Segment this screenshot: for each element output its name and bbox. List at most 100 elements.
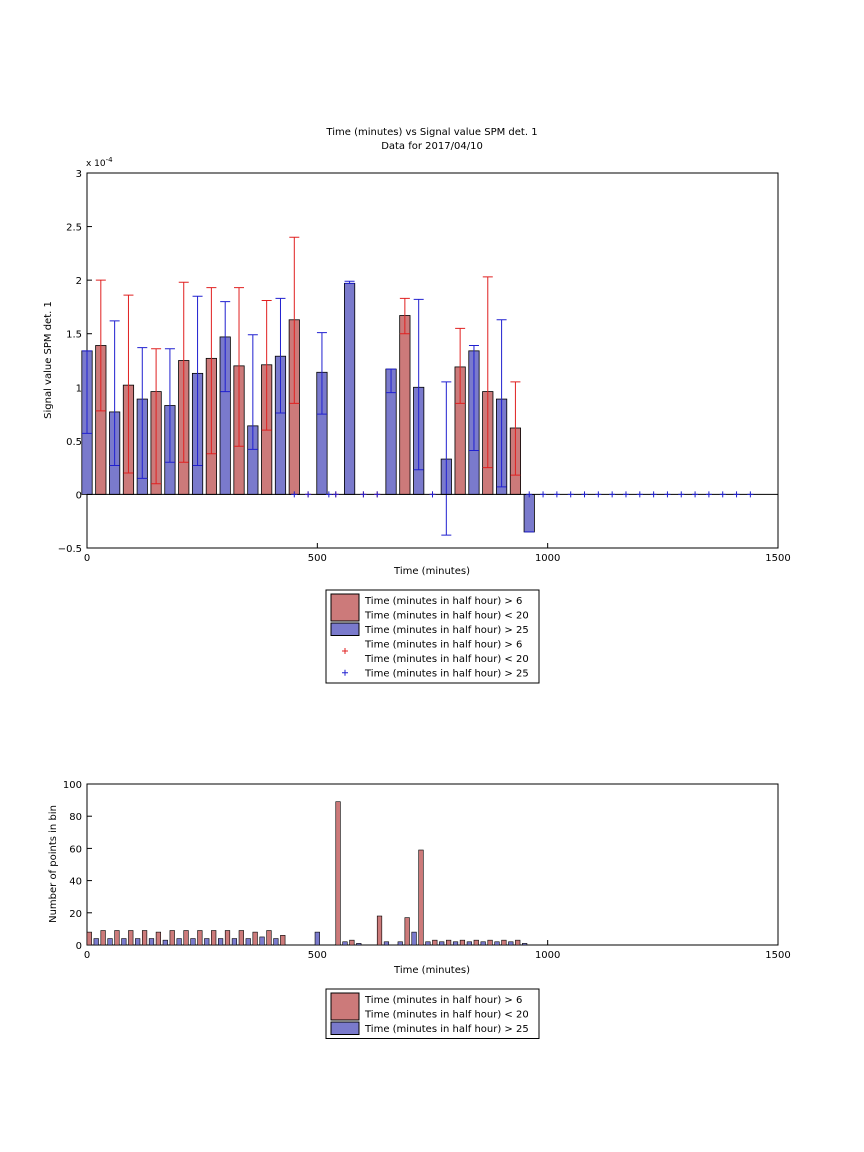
chart-2-bar-red (473, 939, 479, 946)
chart-1-errorbar-blue (496, 319, 507, 488)
chart-2-bar-red (335, 801, 341, 946)
chart-2-bar-red (114, 930, 120, 946)
chart-1-errorbar-blue (344, 280, 355, 284)
chart-2-axes-box (86, 783, 779, 946)
chart-1-errorbar-blue (82, 350, 92, 434)
chart-2-bar-red (501, 939, 507, 946)
chart-2-bar-blue (273, 938, 279, 946)
chart-1-marker-blue (332, 491, 339, 498)
chart-1-marker-blue (747, 491, 754, 498)
chart-2-bar-blue (204, 938, 210, 946)
chart-1-ytick-label: 1 (76, 383, 82, 394)
chart-2-bar-blue (135, 938, 141, 946)
chart-2-bar-blue (383, 941, 390, 946)
chart-1-ytick-label: 0.5 (66, 437, 82, 448)
chart-2-bar-blue (494, 941, 500, 946)
chart-1-errorbar-red (510, 381, 521, 476)
chart-2-bar-blue (107, 938, 113, 946)
chart-1-marker-blue (429, 491, 436, 498)
chart-2-bar-red (128, 930, 134, 946)
chart-2-legend-label: Time (minutes in half hour) > 6 (364, 995, 522, 1006)
chart-2-ytick-label: 80 (69, 812, 82, 823)
chart-1-errorbar-red (482, 276, 493, 469)
chart-1-xlabel: Time (minutes) (393, 566, 470, 577)
chart-2-bar-blue (121, 938, 127, 946)
chart-1-errorbar-red (399, 297, 410, 335)
chart-2-bar-blue (522, 943, 528, 946)
chart-1-marker-blue (305, 491, 312, 498)
chart-1-title: Time (minutes) vs Signal value SPM det. … (325, 127, 537, 138)
chart-1-marker-blue (650, 491, 657, 498)
chart-2-bar-red (183, 930, 189, 946)
chart-2-xtick-label: 1500 (765, 950, 790, 961)
chart-1-ytick-label: 1.5 (66, 330, 82, 341)
chart-1-legend (325, 589, 540, 684)
chart-1-ytick-label: 0 (76, 490, 82, 501)
chart-1-legend-label: Time (minutes in half hour) > 6 (364, 596, 522, 607)
chart-1-marker-blue (581, 491, 588, 498)
chart-1-errorbar-blue (137, 347, 148, 479)
chart-2-bar-blue (259, 936, 265, 946)
chart-1-marker-blue (595, 491, 602, 498)
chart-2-xtick-label: 500 (308, 950, 327, 961)
chart-2-bar-blue (148, 938, 155, 946)
chart-2-legend (325, 988, 540, 1039)
chart-1-errorbar-blue (192, 295, 203, 466)
chart-1-errorbar-red (95, 279, 106, 412)
chart-1-legend-swatch (330, 593, 360, 622)
chart-2-legend-swatch (330, 992, 360, 1021)
chart-2-bar-blue (245, 938, 251, 946)
chart-2-legend-label: Time (minutes in half hour) > 25 (364, 1024, 529, 1035)
chart-2-legend-label: Time (minutes in half hour) < 20 (364, 1010, 529, 1021)
chart-2-bar-blue (411, 931, 417, 946)
chart-2-bar-blue (231, 938, 238, 946)
chart-2-bar-red (224, 930, 231, 946)
chart-1-marker-blue (553, 491, 560, 498)
chart-1-xtick-label: 1500 (765, 553, 790, 564)
chart-1-marker-blue (622, 491, 629, 498)
chart-1-legend-marker (342, 669, 348, 676)
chart-1-errorbar-blue (413, 298, 424, 471)
chart-1-errorbar-red (289, 236, 300, 404)
chart-2-bar-blue (93, 938, 99, 946)
chart-1-marker-blue (664, 491, 671, 498)
chart-2-legend-swatch (330, 1021, 360, 1035)
chart-2-xlabel: Time (minutes) (393, 965, 470, 976)
chart-1-errorbar-red (178, 281, 189, 463)
chart-1-ytick-label: 2.5 (66, 223, 82, 234)
chart-1-errorbar-blue (220, 301, 231, 393)
chart-1-marker-blue (540, 491, 547, 498)
chart-2-ytick-label: 40 (69, 877, 82, 888)
chart-2-xtick-label: 0 (84, 950, 90, 961)
chart-1-marker-blue (609, 491, 616, 498)
chart-2-bar-red (86, 931, 92, 946)
chart-2-bar-blue (314, 931, 320, 946)
chart-1-bar-blue (343, 282, 356, 495)
chart-2-bar-red (376, 915, 383, 946)
chart-1-marker-blue (526, 491, 533, 498)
chart-1-errorbar-blue (316, 332, 327, 415)
chart-1-xtick-label: 1000 (535, 553, 560, 564)
chart-1-errorbar-blue (441, 381, 452, 536)
chart-1-legend-swatch (330, 622, 360, 636)
chart-1-errorbar-blue (164, 348, 175, 463)
chart-1-marker-blue (567, 491, 574, 498)
chart-2: 0 500 1000 1500 0 20 40 60 80 100 Time (minutes in… (63, 780, 791, 1039)
chart-1-marker-blue (692, 491, 699, 498)
chart-2-bar-blue (190, 938, 196, 946)
chart-1-errorbar-red (261, 300, 272, 431)
chart-1-exponent-label: x 10-4 (86, 156, 113, 169)
chart-2-bar-blue (217, 938, 224, 946)
chart-1-legend-label: Time (minutes in half hour) > 25 (364, 669, 529, 680)
chart-1-ylabel: Signal value SPM det. 1 (43, 301, 54, 419)
chart-1-bar-red (399, 315, 411, 495)
chart-2-bar-red (280, 935, 286, 946)
chart-1-ytick-label: 3 (76, 169, 82, 180)
chart-1-marker-blue (374, 491, 381, 498)
chart-2-bar-red (266, 930, 272, 946)
chart-1-errorbar-red (206, 287, 217, 455)
chart-2-bar-red (515, 939, 521, 946)
chart-1-legend-label: Time (minutes in half hour) > 25 (364, 625, 529, 636)
